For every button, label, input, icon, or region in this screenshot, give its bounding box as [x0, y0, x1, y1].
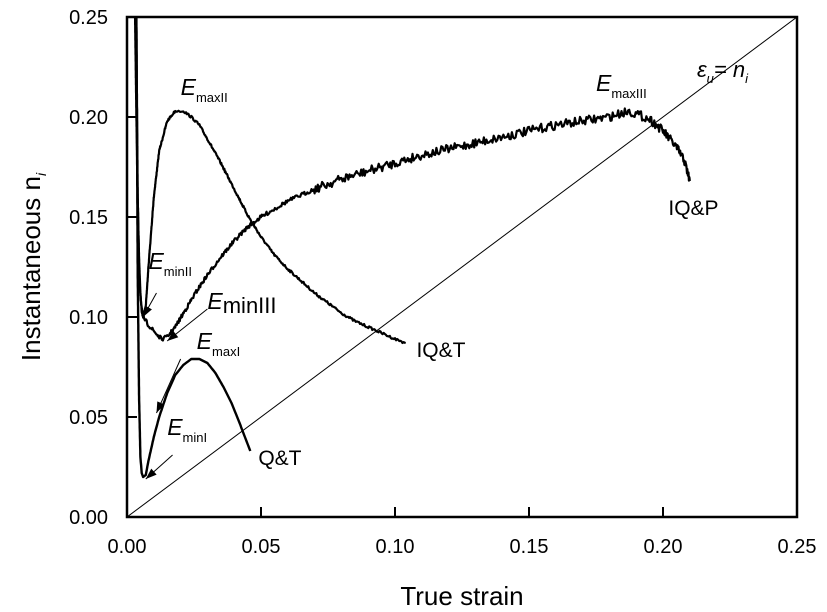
x-tick-label: 0.10 [376, 536, 415, 558]
series-label: Q&T [258, 447, 301, 470]
annotation-e-miniii: EminIII [207, 288, 276, 318]
annotation-main: E [181, 74, 197, 100]
arrow-head [145, 468, 157, 479]
arrow-head [167, 331, 179, 341]
arrow-eminII [142, 292, 157, 318]
x-tick-label: 0.00 [108, 536, 147, 558]
y-tick-label: 0.05 [69, 407, 108, 429]
y-tick-label: 0.00 [69, 507, 108, 529]
plot-border [125, 15, 799, 519]
y-axis-label-main: Instantaneous n [16, 176, 46, 361]
ref-label-equals-n: = n [714, 57, 745, 82]
arrow-emaxI [156, 358, 182, 414]
annotation-sub: maxI [212, 344, 240, 359]
plot-frame [125, 15, 799, 519]
arrow-layer [142, 292, 208, 480]
annotation-sub: maxII [196, 90, 228, 105]
annotation-main: E [207, 288, 223, 314]
annotation-sub: minII [164, 264, 192, 279]
annotation-main: E [148, 248, 164, 274]
annotation-main: E [596, 70, 612, 96]
arrow-eminI [145, 454, 173, 480]
annotation-sub: maxIII [611, 86, 646, 101]
series-label: IQ&T [416, 339, 465, 362]
y-axis-label-subscript: i [33, 172, 49, 176]
ref-label-sub-i: i [745, 71, 749, 86]
x-tick-label: 0.25 [778, 536, 817, 558]
x-tick-label: 0.15 [510, 536, 549, 558]
annotation-e-maxii: EmaxII [181, 74, 228, 105]
y-tick-label: 0.15 [69, 207, 108, 229]
arrow-head [143, 305, 152, 317]
annotation-e-mini: EminI [167, 414, 207, 445]
annotation-main: E [167, 414, 183, 440]
ref-label-epsilon: ε [697, 57, 707, 82]
reference-line-label: εu= ni [697, 57, 749, 86]
y-tick-label: 0.25 [69, 7, 108, 29]
y-tick-label: 0.20 [69, 107, 108, 129]
annotation-sub: minI [183, 430, 208, 445]
ref-label-sub-u: u [707, 71, 714, 86]
annotation-e-maxiii: EmaxIII [596, 70, 647, 101]
y-tick-label: 0.10 [69, 307, 108, 329]
series-line-iq-p [135, 17, 691, 342]
reference-line-layer: εu= ni [127, 17, 797, 517]
annotation-e-maxi: EmaxI [197, 328, 241, 359]
y-axis-label: Instantaneous ni [16, 172, 49, 361]
tick-layer: 0.00 0.05 0.10 0.15 0.20 0.25 0.00 0.05 0.10 0.15… [69, 7, 816, 558]
annotation-main: E [197, 328, 213, 354]
x-axis-label: True strain [400, 581, 523, 611]
series-label: IQ&P [668, 197, 718, 220]
annotation-e-minii: EminII [148, 248, 192, 279]
arrow-eminIII [166, 308, 208, 342]
series-layer: Q&T IQ&T IQ&P [133, 17, 719, 479]
reference-line-eps-equals-n [127, 17, 797, 517]
annotation-sub: minIII [223, 293, 277, 318]
x-tick-label: 0.20 [644, 536, 683, 558]
x-tick-label: 0.05 [242, 536, 281, 558]
arrow-head [156, 401, 165, 413]
